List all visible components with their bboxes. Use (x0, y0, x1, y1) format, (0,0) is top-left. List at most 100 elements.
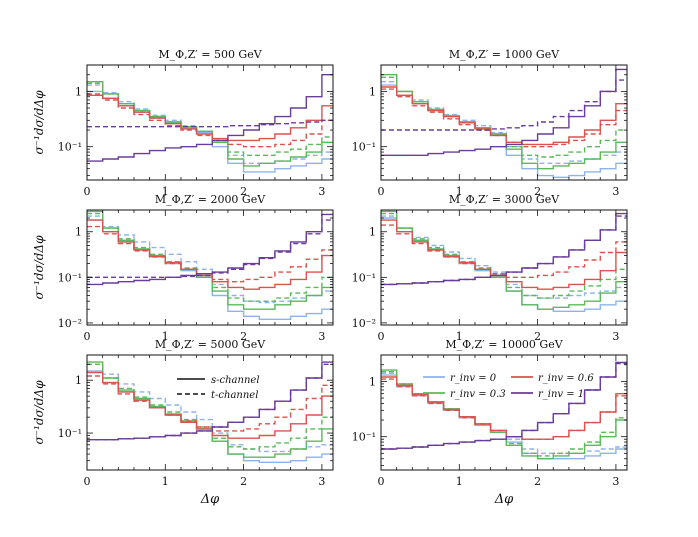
series-r-inv-0.6-t-channel (87, 93, 333, 148)
legend-label: t-channel (211, 390, 258, 401)
x-tick-label: 2 (240, 475, 247, 488)
panel-4: 0 1 2 3 1 10⁻¹ 10⁻² M_Φ,Z′ = 3000 GeV (352, 193, 628, 343)
y-axis-label: σ⁻¹dσ/dΔφ (32, 380, 46, 445)
series-r-inv-0.6-s-channel (87, 219, 333, 290)
legend-r-inv: r_inv = 0 r_inv = 0.6 r_inv = 0.3 r_inv = 1 (423, 373, 594, 400)
x-tick-label: 1 (456, 330, 463, 343)
series-r-inv-0.3-t-channel (381, 212, 627, 299)
panel-title: M_Φ,Z′ = 5000 GeV (155, 338, 266, 351)
series-r-inv-0-t-channel (381, 215, 627, 299)
legend-line-styles: s-channel t-channel (177, 375, 260, 401)
plot-frame (86, 354, 334, 471)
series-group (381, 68, 627, 178)
series-r-inv-1-s-channel (381, 68, 627, 156)
x-tick-label: 1 (162, 475, 169, 488)
x-axis-label: Δφ (200, 492, 220, 507)
x-tick-label: 0 (378, 475, 385, 488)
panel-title: M_Φ,Z′ = 500 GeV (158, 48, 262, 61)
series-r-inv-1-t-channel (381, 362, 627, 450)
series-r-inv-0.6-t-channel (381, 224, 627, 278)
series-r-inv-0-t-channel (381, 372, 627, 454)
x-tick-label: 3 (318, 475, 325, 488)
plot-frame (380, 209, 628, 326)
panel-1: 0 1 2 3 1 10⁻¹ M_Φ,Z′ = 500 GeV σ⁻¹dσ/dΔφ (32, 48, 334, 198)
series-r-inv-1-s-channel (87, 361, 333, 441)
series-r-inv-0-s-channel (381, 84, 627, 178)
x-tick-label: 2 (240, 330, 247, 343)
y-tick-label: 10⁻¹ (58, 427, 82, 440)
series-group (87, 210, 333, 320)
series-group (87, 74, 333, 173)
series-r-inv-0-t-channel (87, 215, 333, 304)
series-r-inv-0.6-t-channel (381, 378, 627, 440)
y-tick-label: 10⁻¹ (58, 141, 82, 154)
y-tick-label: 10⁻¹ (352, 141, 376, 154)
y-tick-label: 1 (75, 226, 82, 239)
x-tick-label: 3 (612, 330, 619, 343)
series-r-inv-1-t-channel (87, 363, 333, 441)
y-axis-label: σ⁻¹dσ/dΔφ (32, 90, 46, 155)
panel-2: 0 1 2 3 1 10⁻¹ M_Φ,Z′ = 1000 GeV (352, 48, 628, 198)
series-r-inv-1-t-channel (87, 119, 333, 128)
series-r-inv-0.3-t-channel (381, 76, 627, 158)
series-r-inv-1-t-channel (381, 215, 627, 286)
plot-frame (380, 64, 628, 181)
series-r-inv-0.3-s-channel (87, 361, 333, 458)
panel-3: 0 1 2 3 1 10⁻¹ 10⁻² M_Φ,Z′ = 2000 GeV σ⁻¹dσ/dΔφ (32, 193, 334, 343)
x-tick-label: 2 (534, 185, 541, 198)
series-r-inv-0.6-t-channel (381, 88, 627, 148)
panel-title: M_Φ,Z′ = 3000 GeV (449, 193, 560, 206)
panel-6: 0 1 2 3 1 10⁻¹ M_Φ,Z′ = 10000 GeV Δφ (352, 338, 628, 507)
plot-frame (86, 64, 334, 181)
y-tick-label: 10⁻¹ (352, 271, 376, 284)
x-tick-label: 1 (162, 185, 169, 198)
series-r-inv-0.6-s-channel (381, 376, 627, 440)
x-tick-label: 2 (534, 475, 541, 488)
legend-label: r_inv = 0.6 (538, 373, 594, 384)
x-tick-label: 3 (318, 185, 325, 198)
series-r-inv-1-s-channel (87, 213, 333, 286)
x-tick-label: 3 (612, 475, 619, 488)
panel-title: M_Φ,Z′ = 2000 GeV (155, 193, 266, 206)
panel-title: M_Φ,Z′ = 1000 GeV (449, 48, 560, 61)
series-group (87, 361, 333, 463)
x-tick-label: 2 (534, 330, 541, 343)
series-r-inv-0-s-channel (381, 217, 627, 312)
series-r-inv-0.3-s-channel (381, 74, 627, 170)
y-tick-label: 1 (369, 226, 376, 239)
y-tick-label: 10⁻¹ (352, 431, 376, 444)
x-tick-label: 0 (84, 475, 91, 488)
series-r-inv-0.6-t-channel (87, 225, 333, 283)
x-tick-label: 0 (84, 330, 91, 343)
x-tick-label: 2 (240, 185, 247, 198)
series-r-inv-0.6-s-channel (87, 94, 333, 142)
series-group (381, 210, 627, 312)
series-r-inv-0.3-t-channel (87, 363, 333, 450)
series-r-inv-0.3-s-channel (381, 210, 627, 310)
series-r-inv-0.3-t-channel (87, 212, 333, 302)
y-tick-label: 1 (75, 374, 82, 387)
series-group (381, 361, 627, 460)
x-axis-label: Δφ (494, 492, 514, 507)
y-axis-label: σ⁻¹dσ/dΔφ (32, 235, 46, 300)
series-r-inv-0.6-s-channel (87, 371, 333, 439)
series-r-inv-0-t-channel (87, 363, 333, 453)
plot-frame (86, 209, 334, 326)
series-r-inv-0.3-t-channel (381, 371, 627, 457)
series-r-inv-1-s-channel (87, 74, 333, 162)
series-r-inv-0-s-channel (381, 374, 627, 460)
y-tick-label: 10⁻² (58, 317, 82, 330)
series-r-inv-0-t-channel (87, 84, 333, 164)
series-r-inv-0.3-s-channel (87, 210, 333, 310)
legend-label: s-channel (211, 375, 260, 386)
panel-title: M_Φ,Z′ = 10000 GeV (445, 338, 563, 351)
y-tick-label: 1 (369, 85, 376, 98)
x-tick-label: 3 (612, 185, 619, 198)
series-r-inv-0.3-s-channel (87, 81, 333, 167)
x-tick-label: 3 (318, 330, 325, 343)
y-tick-label: 10⁻¹ (58, 271, 82, 284)
series-r-inv-0.3-t-channel (87, 82, 333, 156)
x-tick-label: 1 (456, 475, 463, 488)
y-tick-label: 1 (75, 85, 82, 98)
series-r-inv-1-t-channel (381, 79, 627, 131)
